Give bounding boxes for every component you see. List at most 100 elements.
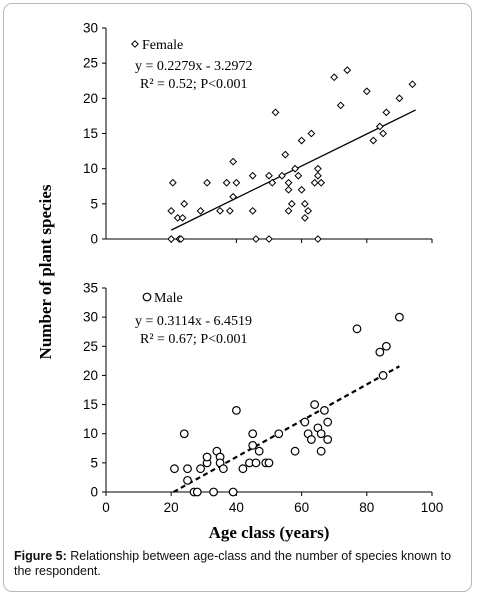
data-point [180, 199, 189, 208]
y-tick-label: 30 [83, 310, 98, 325]
data-point [287, 199, 296, 208]
data-point [381, 341, 391, 351]
caption-label: Figure 5: [14, 549, 67, 563]
data-point [378, 371, 388, 380]
data-point [300, 417, 310, 427]
data-point [313, 171, 322, 180]
data-point [238, 464, 248, 474]
data-point [192, 487, 202, 497]
data-point [323, 417, 333, 427]
data-point [278, 171, 286, 180]
regression-stats: R² = 0.52; P<0.001 [140, 77, 248, 92]
x-tick-label: 40 [229, 500, 244, 515]
data-point [316, 446, 326, 456]
y-tick-label: 5 [90, 455, 98, 470]
data-point [248, 429, 258, 439]
data-point [202, 452, 212, 462]
y-tick-label: 30 [83, 21, 98, 36]
data-point [183, 464, 192, 474]
caption-text: Relationship between age-class and the n… [14, 549, 452, 578]
y-tick-label: 25 [83, 339, 98, 354]
y-tick-label: 20 [83, 368, 98, 383]
data-point [281, 150, 290, 159]
data-point [284, 206, 293, 215]
data-point [362, 87, 371, 96]
x-tick-label: 0 [102, 500, 110, 515]
data-point [310, 178, 319, 187]
data-point [254, 446, 264, 456]
data-point [307, 129, 316, 138]
regression-stats: R² = 0.67; P<0.001 [140, 332, 248, 347]
y-tick-label: 20 [83, 91, 98, 106]
data-point [291, 164, 299, 173]
data-point [179, 429, 189, 439]
data-point [248, 440, 258, 450]
data-point [248, 171, 257, 180]
data-point [231, 406, 241, 415]
male-panel: 0 5 10 15 20 25 30 35 0 20 40 60 80 100 Male y = 0.3114… [83, 281, 443, 516]
trendline [172, 365, 400, 493]
data-point [209, 487, 218, 497]
y-tick-label: 15 [83, 397, 98, 412]
data-point [375, 122, 384, 131]
data-point [310, 400, 320, 409]
y-tick-label: 10 [83, 426, 98, 441]
x-tick-label: 100 [421, 500, 444, 515]
x-tick-label: 60 [294, 500, 309, 515]
data-point [379, 129, 388, 138]
data-point [229, 157, 238, 166]
data-point [375, 347, 385, 357]
data-point [203, 178, 211, 187]
data-point [178, 213, 187, 222]
data-point [320, 406, 329, 415]
data-point [228, 487, 238, 497]
data-point [196, 464, 205, 474]
data-point [264, 458, 274, 468]
data-point [268, 178, 277, 187]
data-point [313, 164, 322, 173]
data-point [265, 171, 273, 180]
data-point [304, 206, 313, 215]
data-point [225, 206, 234, 215]
legend-label: Male [154, 291, 183, 306]
data-point [216, 206, 225, 215]
data-point [300, 213, 309, 222]
figure-frame [3, 3, 472, 592]
data-point [183, 475, 192, 485]
data-point [306, 435, 316, 444]
data-point [317, 178, 326, 187]
data-point [274, 429, 284, 439]
data-point [408, 80, 417, 89]
data-point [284, 185, 293, 194]
x-tick-label: 20 [164, 500, 179, 515]
data-point [168, 178, 177, 187]
y-tick-label: 5 [90, 196, 98, 211]
x-tick-label: 80 [359, 500, 374, 515]
figure-caption: Figure 5: Relationship between age-class… [14, 549, 466, 579]
female-panel: 0 5 10 15 20 25 30 Female y = 0.2279x - 3.2972 R²… [83, 21, 433, 247]
x-axis-title: Age class (years) [209, 523, 330, 542]
data-point [222, 178, 231, 187]
data-point [369, 136, 378, 145]
data-point [252, 235, 260, 243]
legend-marker [131, 40, 139, 48]
data-point [232, 178, 241, 187]
data-point [336, 101, 345, 110]
y-tick-label: 10 [83, 161, 98, 176]
data-point [323, 435, 333, 444]
data-point [297, 136, 306, 145]
data-point [316, 429, 326, 439]
data-point [330, 73, 339, 82]
data-point [352, 324, 362, 334]
regression-equation: y = 0.2279x - 3.2972 [135, 59, 253, 74]
data-point [395, 94, 404, 103]
y-axis-title: Number of plant species [36, 184, 55, 359]
y-tick-label: 25 [83, 56, 98, 71]
data-point [271, 108, 280, 117]
regression-equation: y = 0.3114x - 6.4519 [135, 314, 252, 329]
legend-label: Female [142, 38, 183, 53]
data-point [265, 235, 273, 243]
y-tick-label: 35 [83, 281, 98, 296]
y-tick-label: 15 [83, 126, 98, 141]
